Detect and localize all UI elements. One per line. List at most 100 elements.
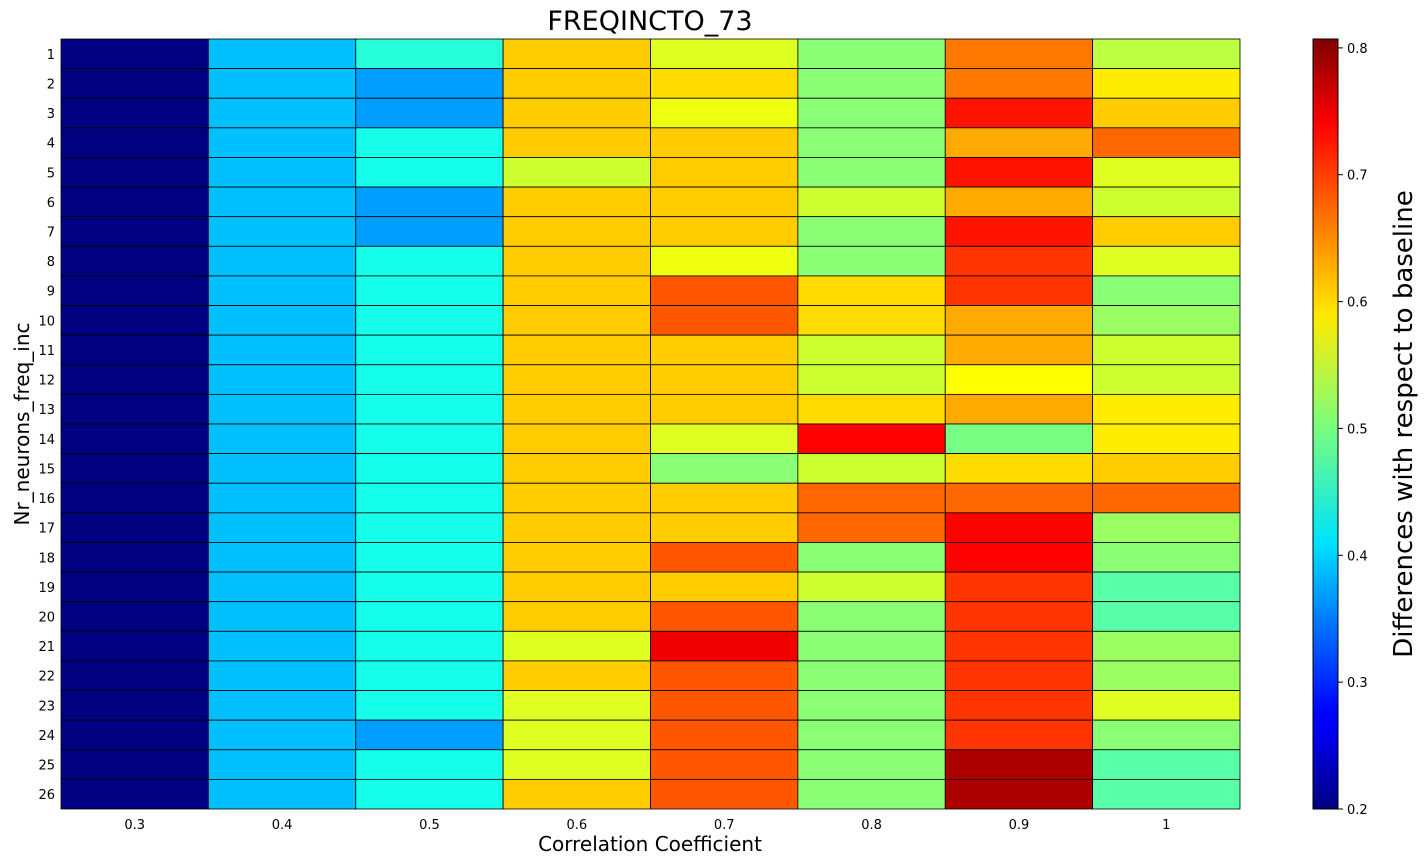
x-tick-label: 0.8	[861, 818, 882, 833]
heatmap-cell	[944, 97, 1094, 129]
heatmap-cell	[502, 571, 651, 603]
heatmap-cell	[207, 660, 357, 691]
heatmap-cell	[502, 364, 651, 395]
y-tick-label: 23	[38, 699, 55, 714]
heatmap-cell	[797, 601, 946, 632]
heatmap-cell	[797, 749, 946, 780]
heatmap-cell	[60, 127, 209, 158]
colorbar-ticks: 0.2 0.3 0.4 0.5 0.6 0.7 0.8	[1338, 42, 1368, 818]
heatmap-cell	[207, 542, 357, 573]
heatmap-cell	[207, 334, 357, 366]
heatmap-cell	[650, 542, 799, 573]
y-tick-label: 6	[47, 196, 55, 211]
x-tick-label: 0.6	[566, 818, 587, 833]
colorbar-tick-label: 0.4	[1347, 549, 1368, 564]
x-tick-label: 0.3	[124, 818, 145, 833]
heatmap-cell	[650, 571, 799, 603]
heatmap-cell	[60, 749, 209, 780]
heatmap-cell	[650, 512, 799, 543]
y-tick-label: 8	[47, 255, 55, 270]
heatmap-cell	[797, 97, 946, 129]
heatmap-cell	[502, 630, 651, 662]
y-tick-label: 18	[38, 551, 55, 566]
heatmap-cell	[502, 749, 651, 780]
heatmap-cell	[1092, 157, 1241, 188]
heatmap-cell	[60, 275, 209, 306]
x-tick-label: 0.9	[1009, 818, 1030, 833]
heatmap-cell	[60, 778, 209, 810]
heatmap-cell	[207, 68, 357, 99]
heatmap-cell	[1092, 482, 1241, 514]
heatmap-cell	[1092, 216, 1241, 247]
x-tick-label: 0.7	[714, 818, 735, 833]
heatmap-cell	[207, 275, 357, 306]
heatmap-cell	[944, 571, 1094, 603]
heatmap-cell	[355, 97, 504, 129]
heatmap-cell	[797, 68, 946, 99]
heatmap-cell	[207, 186, 357, 218]
y-tick-label: 25	[38, 759, 55, 774]
heatmap-cell	[1092, 334, 1241, 366]
y-tick-label: 19	[38, 581, 55, 596]
heatmap-cell	[502, 334, 651, 366]
heatmap-cell	[650, 601, 799, 632]
heatmap-cell	[207, 453, 357, 484]
y-tick-label: 20	[38, 611, 55, 626]
heatmap-cell	[207, 749, 357, 780]
heatmap-cell	[502, 97, 651, 129]
y-tick-label: 2	[47, 77, 55, 92]
heatmap-cell	[60, 542, 209, 573]
heatmap-cell	[60, 719, 209, 751]
heatmap-cell	[944, 38, 1094, 70]
heatmap-cell	[1092, 719, 1241, 751]
heatmap-cell	[355, 68, 504, 99]
heatmap-cell	[207, 630, 357, 662]
heatmap-cell	[60, 157, 209, 188]
heatmap-cell	[650, 127, 799, 158]
heatmap-cell	[502, 305, 651, 336]
heatmap-cell	[502, 542, 651, 573]
heatmap-cell	[1092, 601, 1241, 632]
heatmap-cell	[355, 690, 504, 721]
heatmap-cell	[355, 719, 504, 751]
heatmap-cell	[1092, 778, 1241, 810]
heatmap-cell	[797, 542, 946, 573]
colorbar-tick-label: 0.3	[1347, 676, 1368, 691]
heatmap-cell	[502, 216, 651, 247]
heatmap-cell	[60, 690, 209, 721]
x-axis-label: Correlation Coefficient	[538, 832, 762, 856]
heatmap-cell	[944, 423, 1094, 455]
heatmap-cell	[502, 393, 651, 425]
y-tick-label: 10	[38, 314, 55, 329]
heatmap-cell	[944, 216, 1094, 247]
heatmap-cell	[944, 660, 1094, 691]
heatmap-cell	[797, 38, 946, 70]
heatmap-cell	[944, 186, 1094, 218]
y-tick-label: 26	[38, 788, 55, 803]
heatmap-cell	[60, 334, 209, 366]
heatmap-cell	[207, 423, 357, 455]
heatmap-cell	[60, 186, 209, 218]
heatmap-cell	[60, 38, 209, 70]
heatmap-cell	[207, 245, 357, 277]
heatmap-cell	[797, 245, 946, 277]
heatmap-cell	[355, 423, 504, 455]
heatmap-cell	[650, 690, 799, 721]
heatmap-cell	[650, 453, 799, 484]
heatmap-cell	[797, 157, 946, 188]
heatmap-cell	[502, 245, 651, 277]
heatmap-cell	[1092, 423, 1241, 455]
heatmap-cell	[650, 68, 799, 99]
heatmap-cell	[1092, 542, 1241, 573]
heatmap-cell	[355, 660, 504, 691]
y-tick-labels: 1234567891011121314151617181920212223242…	[38, 48, 55, 803]
heatmap-cell	[502, 482, 651, 514]
heatmap-cell	[650, 216, 799, 247]
heatmap-cell	[797, 127, 946, 158]
heatmap-cell	[502, 127, 651, 158]
heatmap-cell	[502, 778, 651, 810]
heatmap-cell	[60, 453, 209, 484]
heatmap-cell	[60, 364, 209, 395]
heatmap-cell	[650, 305, 799, 336]
